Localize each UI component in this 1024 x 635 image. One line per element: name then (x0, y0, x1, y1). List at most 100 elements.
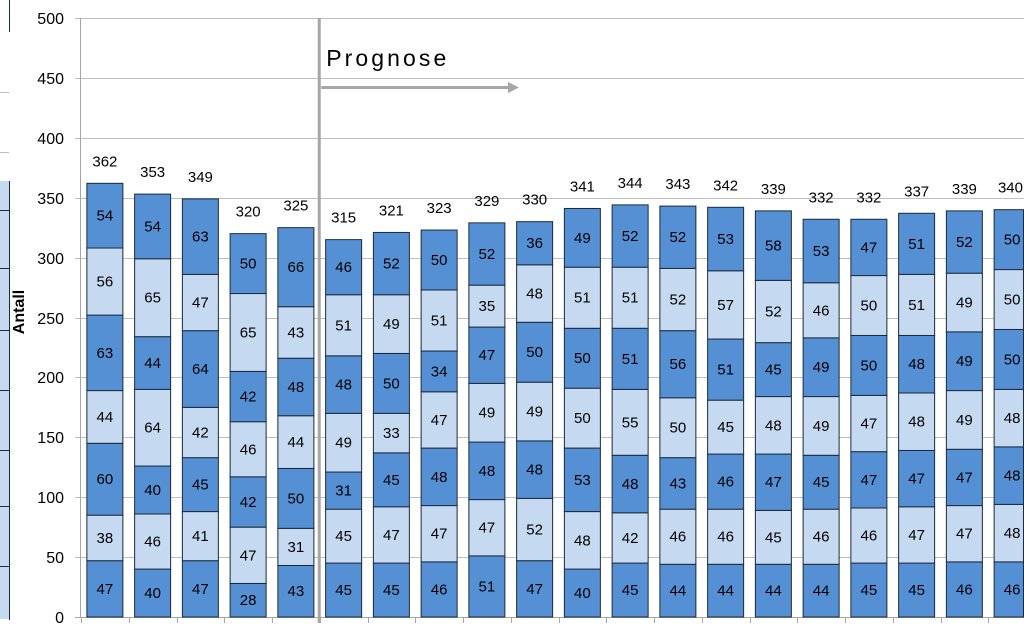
segment-value-label: 48 (526, 462, 543, 479)
segment-value-label: 60 (97, 471, 114, 488)
segment-value-label: 50 (1004, 232, 1021, 249)
segment-value-label: 57 (717, 297, 734, 314)
segment-value-label: 47 (240, 547, 257, 564)
segment-value-label: 52 (956, 234, 973, 251)
segment-value-label: 49 (335, 435, 352, 452)
segment-value-label: 31 (335, 483, 352, 500)
bar-segment (945, 272, 983, 333)
bar-segment (802, 337, 840, 398)
bar-segment (181, 457, 219, 513)
bar (229, 233, 267, 618)
bar-segment (707, 399, 745, 455)
adjacent-chart-bar (0, 181, 9, 619)
segment-value-label: 51 (622, 351, 639, 368)
segment-value-label: 51 (717, 362, 734, 379)
segment-value-label: 51 (908, 297, 925, 314)
bar-segment (659, 457, 697, 510)
segment-value-label: 48 (1004, 468, 1021, 485)
bar-segment (134, 336, 172, 390)
segment-value-label: 45 (717, 419, 734, 436)
segment-value-label: 52 (765, 304, 782, 321)
bar-segment (420, 447, 458, 507)
adjacent-chart-fragment (0, 0, 10, 620)
bar-segment (707, 270, 745, 340)
segment-value-label: 45 (861, 582, 878, 599)
segment-value-label: 46 (431, 581, 448, 598)
segment-value-label: 49 (813, 359, 830, 376)
segment-value-label: 66 (288, 259, 305, 276)
bar-segment (659, 397, 697, 459)
segment-value-label: 50 (861, 298, 878, 315)
bar-total-label: 315 (331, 210, 356, 227)
bar-segment (945, 390, 983, 450)
segment-value-label: 65 (144, 290, 161, 307)
bar-segment (802, 563, 840, 618)
bar (754, 210, 792, 618)
segment-value-label: 42 (622, 530, 639, 547)
bar-segment (563, 207, 601, 268)
segment-value-label: 51 (622, 290, 639, 307)
bar-segment (754, 279, 792, 344)
y-tick-label: 150 (37, 430, 64, 447)
bar-segment (277, 415, 315, 469)
bar-segment (277, 467, 315, 529)
bar-segment (134, 568, 172, 618)
bar (134, 193, 172, 618)
bar-segment (420, 391, 458, 449)
bar-segment (945, 561, 983, 618)
bar-segment (420, 350, 458, 393)
bar-segment (659, 267, 697, 332)
bar-segment (659, 330, 697, 399)
bar-segment (372, 231, 410, 296)
bar-segment (468, 555, 506, 618)
prognose-annotation: Prognose (326, 45, 446, 71)
bar-segment (372, 506, 410, 564)
bar-total-label: 340 (998, 180, 1023, 197)
bar-segment (850, 507, 888, 564)
segment-value-label: 45 (813, 474, 830, 491)
bar-segment (898, 449, 936, 508)
segment-value-label: 53 (813, 243, 830, 260)
y-tick-label: 100 (37, 490, 64, 507)
segment-value-label: 56 (670, 356, 687, 373)
bar-segment (993, 209, 1024, 271)
segment-value-label: 46 (144, 534, 161, 551)
bar-segment (563, 387, 601, 449)
segment-value-label: 31 (288, 539, 305, 556)
segment-value-label: 52 (622, 228, 639, 245)
segment-value-label: 41 (192, 528, 209, 545)
bar-segment (945, 210, 983, 274)
segment-value-label: 65 (240, 324, 257, 341)
segment-value-label: 47 (956, 469, 973, 486)
bar-segment (945, 331, 983, 392)
segment-value-label: 47 (192, 581, 209, 598)
bar (516, 221, 554, 618)
segment-value-label: 50 (574, 350, 591, 367)
segment-value-label: 50 (240, 256, 257, 273)
segment-value-label: 53 (574, 472, 591, 489)
bar-segment (898, 392, 936, 451)
y-tick-label: 250 (37, 311, 64, 328)
bar-segment (325, 471, 363, 510)
bar-total-label: 323 (427, 200, 452, 217)
segment-value-label: 40 (144, 585, 161, 602)
segment-value-label: 49 (383, 316, 400, 333)
segment-value-label: 55 (622, 414, 639, 431)
bar-segment (134, 258, 172, 338)
segment-value-label: 52 (526, 522, 543, 539)
bar-segment (754, 342, 792, 398)
bar-total-label: 344 (618, 175, 643, 192)
segment-value-label: 47 (383, 527, 400, 544)
bar-total-label: 339 (761, 181, 786, 198)
bar-segment (86, 560, 124, 618)
bar (86, 182, 124, 618)
segment-value-label: 47 (479, 520, 496, 537)
segment-value-label: 51 (479, 578, 496, 595)
segment-value-label: 49 (574, 230, 591, 247)
segment-value-label: 48 (335, 377, 352, 394)
bar-segment (659, 205, 697, 269)
bar-segment (945, 448, 983, 507)
bar-segment (181, 511, 219, 562)
